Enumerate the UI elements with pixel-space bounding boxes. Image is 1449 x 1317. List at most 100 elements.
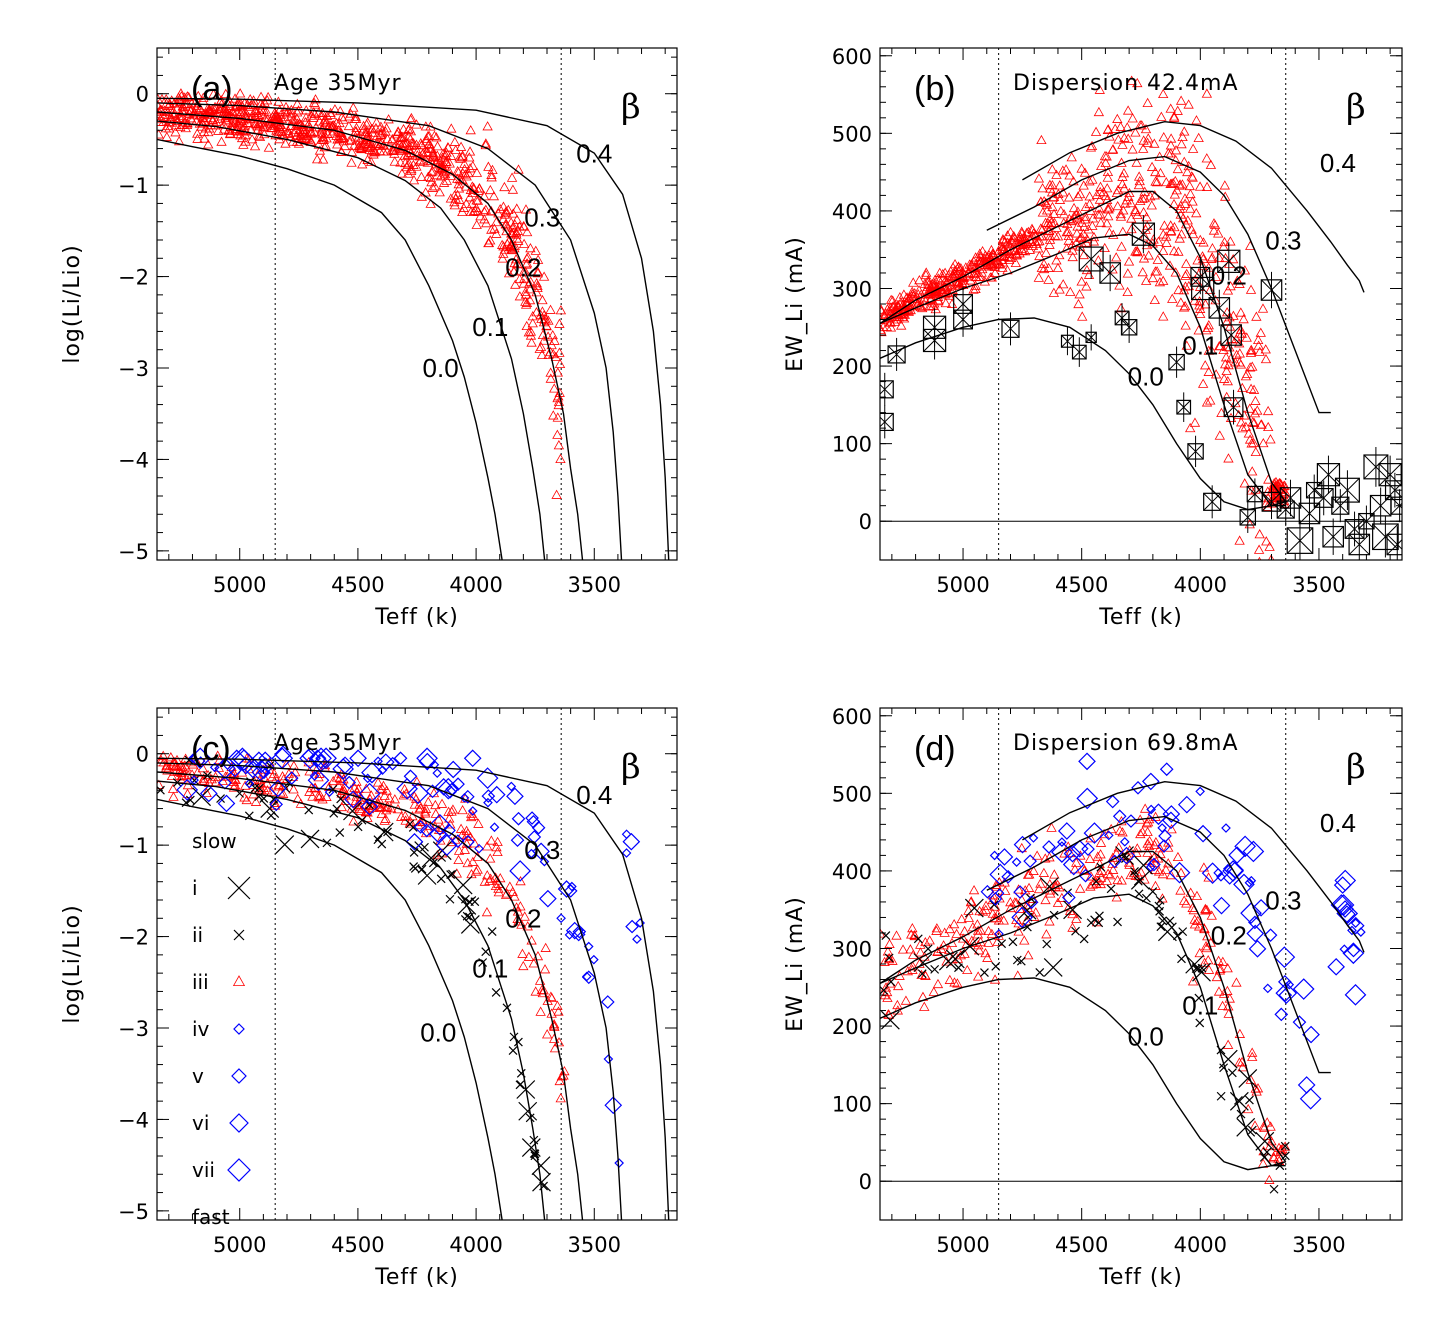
data-point-diamond — [444, 760, 463, 779]
data-point-triangle — [270, 130, 281, 140]
data-point-triangle — [309, 108, 320, 118]
data-point-triangle — [459, 163, 470, 174]
data-point-triangle — [277, 771, 288, 781]
data-point-triangle — [1142, 817, 1154, 827]
data-point-triangle — [457, 151, 468, 162]
data-point-triangle — [351, 122, 362, 132]
data-point-triangle — [1201, 181, 1213, 191]
data-point-triangle — [1117, 178, 1128, 189]
data-point-triangle — [465, 184, 477, 194]
data-point-triangle — [907, 964, 918, 974]
data-point-triangle — [520, 286, 531, 296]
data-point-triangle — [1031, 850, 1043, 860]
data-point-triangle — [1054, 284, 1065, 294]
data-point-triangle — [989, 267, 1001, 277]
data-point-triangle — [998, 915, 1009, 925]
data-point-triangle — [1203, 964, 1215, 974]
data-point-diamond — [308, 749, 327, 768]
data-point-triangle — [1024, 244, 1036, 254]
beta-symbol: β — [621, 747, 641, 787]
data-point-triangle — [518, 960, 529, 971]
data-point-triangle — [1178, 895, 1190, 905]
data-point-triangle — [227, 106, 238, 116]
data-point-diamond — [1028, 833, 1039, 843]
data-point-triangle — [512, 225, 524, 235]
data-point-triangle — [1064, 170, 1075, 180]
model-curve — [157, 771, 584, 1220]
data-point-triangle — [547, 329, 558, 340]
data-point-diamond — [434, 777, 453, 796]
data-point-diamond — [416, 747, 438, 770]
data-point-triangle — [453, 183, 465, 193]
axes-frame — [156, 47, 678, 561]
data-point-triangle — [517, 948, 528, 958]
legend-title-slow: slow — [192, 829, 237, 853]
data-point-cross — [304, 805, 314, 815]
panel-header: Dispersion 69.8mA — [1013, 731, 1239, 756]
data-point-triangle — [322, 121, 334, 132]
data-point-diamond — [396, 777, 418, 800]
data-point-triangle — [1153, 236, 1164, 246]
data-point-triangle — [1191, 890, 1203, 900]
data-point-triangle — [400, 815, 411, 825]
data-point-triangle — [487, 164, 498, 174]
data-point-triangle — [403, 158, 415, 168]
x-axis-title: Teff (k) — [374, 1265, 459, 1290]
data-point-triangle — [453, 845, 465, 855]
data-point-triangle — [1122, 286, 1133, 297]
legend-label-iii: iii — [192, 970, 209, 994]
plot-area — [157, 48, 670, 560]
data-point-triangle — [366, 123, 378, 134]
data-point-triangle — [1262, 405, 1274, 416]
data-point-diamond — [460, 834, 475, 849]
data-point-triangle — [384, 792, 395, 803]
data-point-triangle — [404, 140, 415, 150]
data-point-triangle — [1168, 111, 1180, 121]
data-point-triangle — [499, 181, 510, 192]
data-point-triangle — [483, 237, 495, 248]
data-point-diamond — [604, 1096, 623, 1115]
data-point-triangle — [1242, 1103, 1254, 1114]
data-point-triangle — [1092, 851, 1103, 861]
data-point-triangle — [1170, 145, 1182, 155]
data-point-diamond — [413, 820, 428, 834]
data-point-diamond — [1078, 868, 1093, 883]
data-point-triangle — [1201, 88, 1213, 98]
data-point-cross — [487, 927, 497, 937]
data-point-diamond — [1273, 946, 1296, 968]
data-point-triangle — [915, 947, 926, 957]
x-tick-label: 3500 — [568, 1233, 621, 1257]
data-point-cross — [1042, 939, 1052, 949]
data-point-triangle — [491, 216, 502, 227]
data-point-triangle — [520, 299, 532, 309]
legend-marker-i — [227, 876, 251, 900]
data-point-triangle — [198, 112, 209, 123]
data-point-triangle — [1071, 237, 1082, 247]
data-point-triangle — [1184, 180, 1195, 191]
data-point-triangle — [1217, 1000, 1228, 1010]
data-point-triangle — [175, 96, 186, 106]
data-point-triangle — [1225, 236, 1236, 246]
data-point-cross — [1063, 900, 1083, 920]
data-point-triangle — [1102, 124, 1114, 135]
data-point-triangle — [196, 118, 208, 128]
data-point-triangle — [944, 923, 955, 934]
data-point-cross — [1071, 926, 1080, 936]
data-point-triangle — [1200, 903, 1211, 913]
data-point-cross — [365, 800, 374, 810]
data-point-diamond — [269, 779, 287, 798]
data-point-triangle — [1126, 75, 1137, 85]
data-point-triangle — [1163, 842, 1174, 852]
data-point-triangle — [913, 285, 925, 295]
data-point-triangle — [1134, 175, 1145, 186]
data-point-triangle — [1005, 226, 1016, 237]
data-point-diamond — [635, 918, 645, 928]
x-tick-label: 4000 — [1174, 1233, 1227, 1257]
data-point-triangle — [1013, 918, 1024, 928]
data-point-triangle — [239, 780, 251, 790]
data-point-triangle — [191, 100, 202, 110]
data-point-triangle — [1244, 403, 1255, 413]
data-point-triangle — [524, 294, 536, 305]
data-point-cross — [913, 934, 923, 944]
